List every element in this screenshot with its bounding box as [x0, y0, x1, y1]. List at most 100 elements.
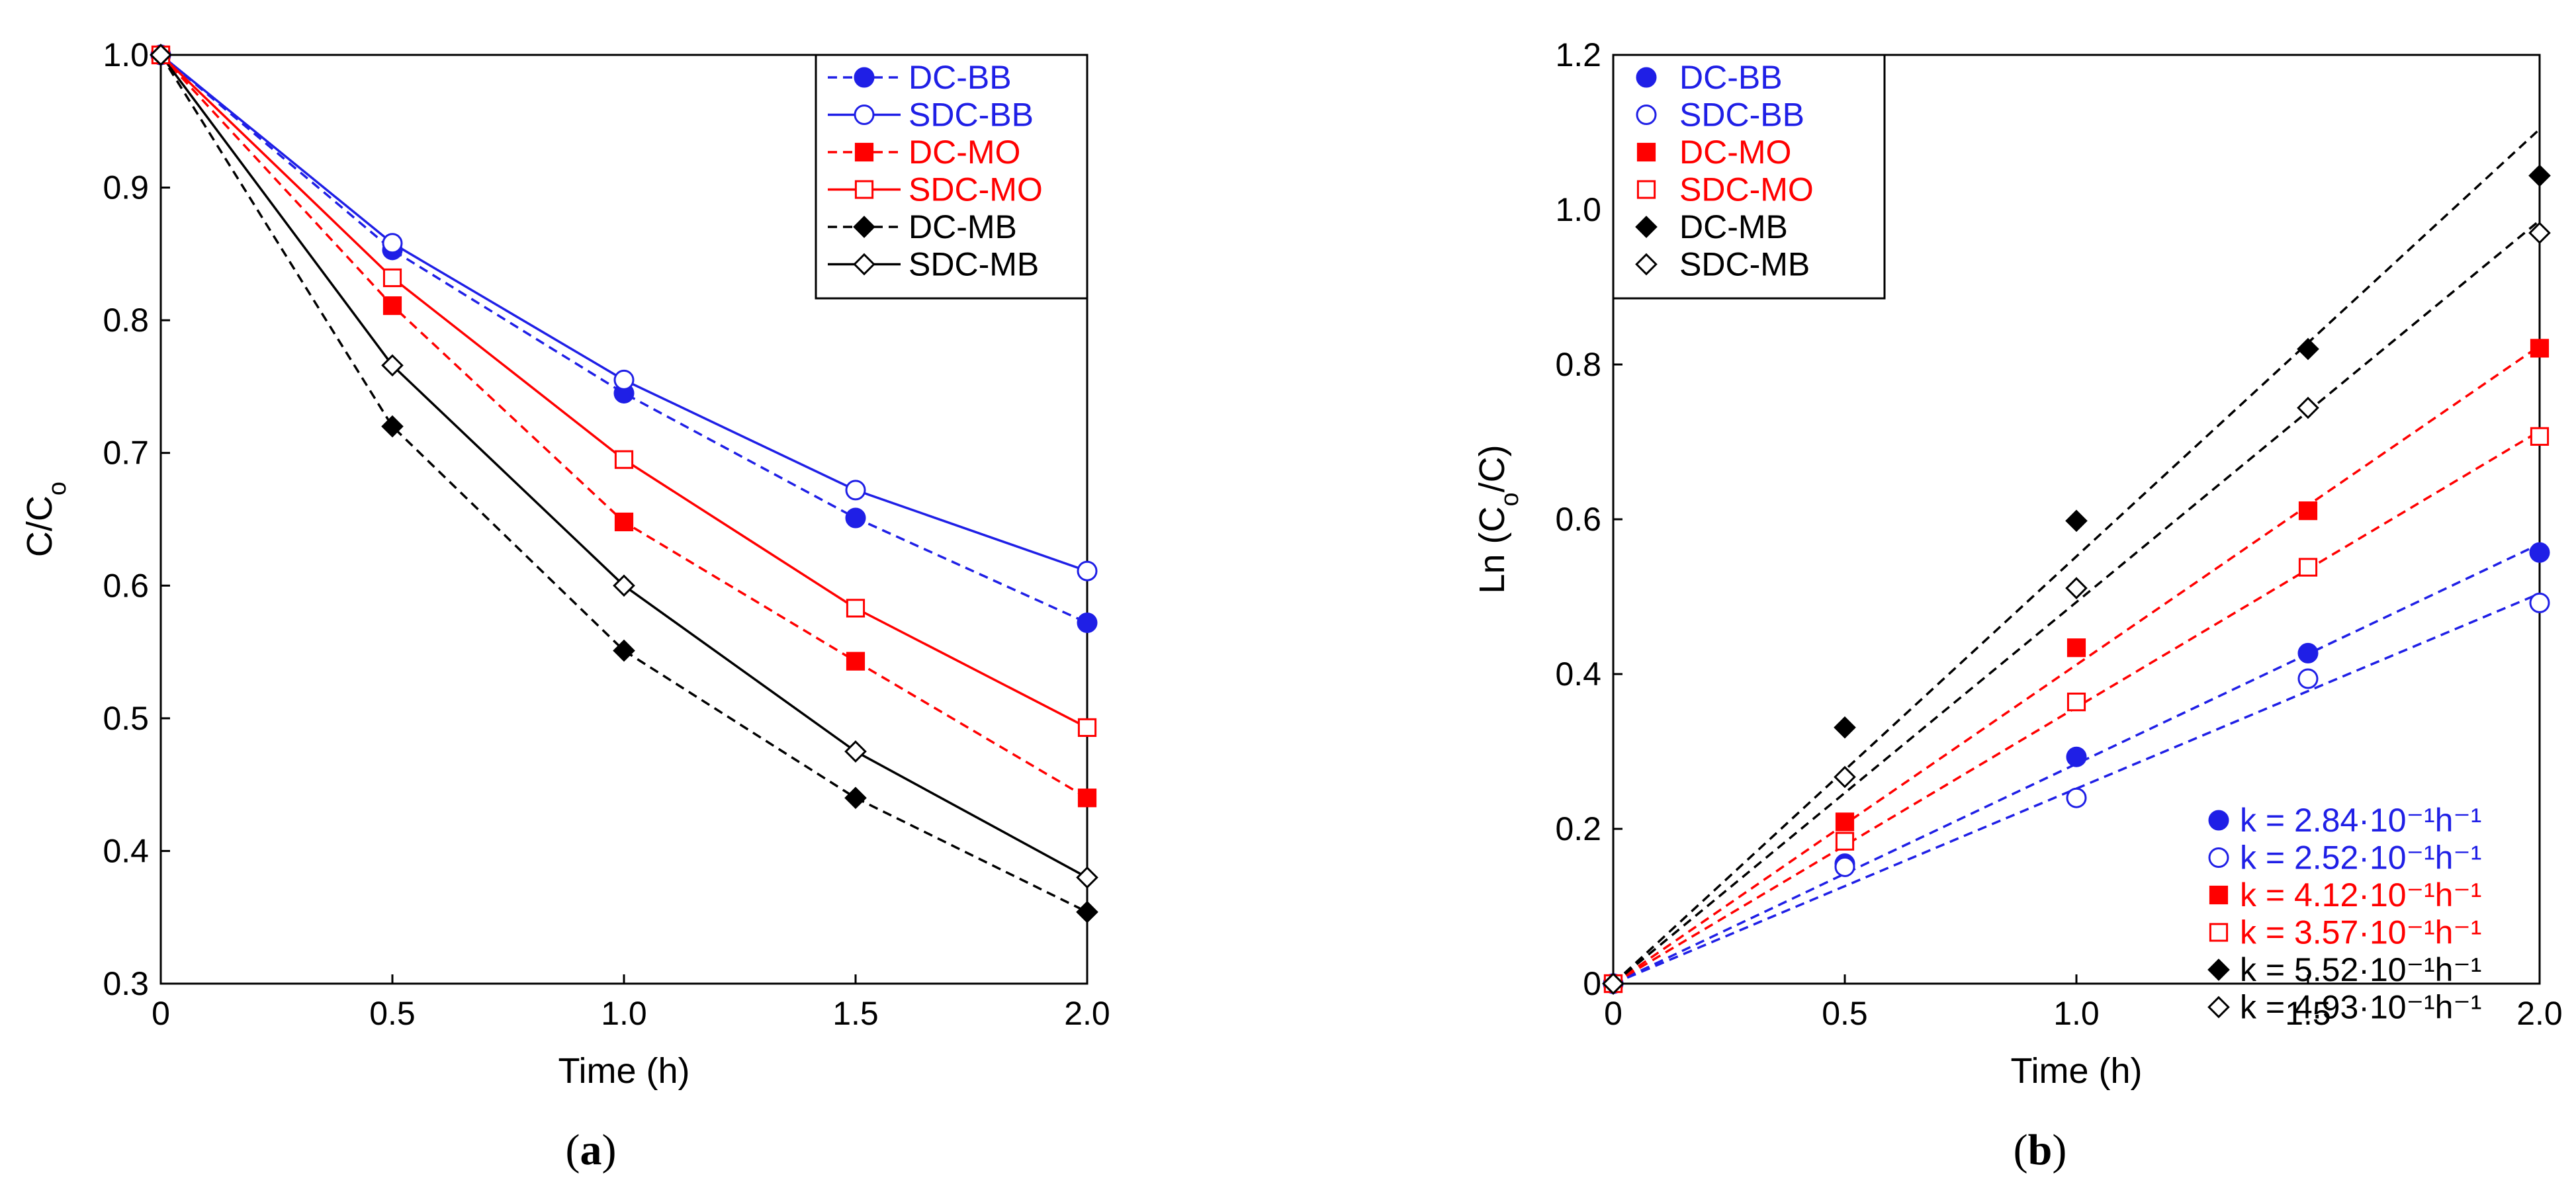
data-point-sdc-mo	[2066, 693, 2086, 712]
data-point-dc-mb	[381, 415, 404, 438]
data-point-sdc-bb	[382, 233, 403, 254]
y-tick-label: 0.7	[103, 435, 149, 472]
data-point-dc-mo	[846, 652, 866, 671]
y-tick-label: 0.9	[103, 169, 149, 206]
x-tick-label: 1.5	[2285, 995, 2331, 1032]
data-point-dc-mb	[2297, 337, 2319, 361]
legend-label-dc-mo: DC-MO	[909, 134, 1020, 171]
y-axis-label-sub: o	[44, 482, 71, 495]
x-tick-label: 0	[1604, 995, 1622, 1032]
data-point-sdc-mb	[613, 574, 635, 597]
data-point-dc-bb	[2297, 642, 2319, 663]
legend-label-dc-mo: DC-MO	[1679, 134, 1791, 171]
chart-panel-b: 0 0.5 1.0 1.5 2.0 0 0.2 0.4 0.6 0.8 1.0 1.2 Time (h)…	[1472, 36, 2563, 1174]
x-tick-label: 2.0	[1064, 995, 1110, 1032]
y-axis-label-main: C/C	[20, 495, 60, 557]
fit-line-dc-bb	[1613, 542, 2540, 985]
y-tick-label: 0.4	[1555, 656, 1601, 693]
panel-label-open: (	[2014, 1126, 2028, 1174]
x-tick-label: 1.5	[832, 995, 879, 1032]
data-point-sdc-mo	[2530, 427, 2550, 446]
x-tick-label: 0	[152, 995, 170, 1032]
legend-marker	[853, 216, 875, 238]
y-tick-label: 1.0	[103, 36, 149, 73]
fit-line-sdc-mb	[1612, 220, 2541, 985]
y-axis-label-tail: /C)	[1472, 445, 1512, 492]
data-point-sdc-bb	[613, 369, 635, 390]
data-point-sdc-bb	[1077, 560, 1098, 581]
chart-panel-a: 0 0.5 1.0 1.5 2.0 0.3 0.4 0.5 0.6 0.7 0.8 0.9 1.0 Tim…	[20, 36, 1110, 1174]
legend-marker	[854, 67, 875, 88]
legend-label-dc-mb: DC-MB	[1679, 208, 1788, 245]
legend-marker	[1635, 216, 1658, 238]
legend-marker	[854, 105, 875, 125]
y-axis-label: C/Co	[20, 482, 71, 557]
panel-label-letter: a	[580, 1126, 602, 1174]
data-point-sdc-mb	[2528, 222, 2551, 244]
rate-constant-label: k = 2.84·10⁻¹h⁻¹	[2240, 802, 2481, 839]
data-point-sdc-mb	[1076, 866, 1098, 889]
fit-line-dc-mb	[1612, 128, 2541, 985]
legend-label-sdc-mb: SDC-MB	[909, 246, 1039, 283]
data-point-dc-bb	[1077, 612, 1098, 633]
data-point-sdc-bb	[1834, 856, 1855, 877]
data-point-dc-mo	[2298, 501, 2318, 521]
data-point-sdc-mo	[614, 450, 634, 469]
y-tick-label: 1.2	[1555, 36, 1601, 73]
data-point-sdc-mo	[1835, 832, 1855, 851]
y-tick-label: 0.8	[103, 302, 149, 339]
data-point-sdc-bb	[2066, 787, 2087, 808]
data-point-dc-mb	[613, 639, 635, 662]
legend-box	[1612, 54, 1886, 300]
legend-marker	[1636, 105, 1657, 125]
data-point-dc-mo	[382, 296, 402, 316]
data-point-sdc-mb	[381, 354, 404, 377]
data-point-sdc-bb	[845, 480, 866, 501]
panel-label-close: )	[602, 1126, 617, 1174]
data-point-sdc-mo	[2298, 558, 2318, 577]
y-tick-label: 0.6	[103, 567, 149, 604]
y-tick-label: 0.3	[103, 965, 149, 1002]
rate-constant-label: k = 2.52·10⁻¹h⁻¹	[2240, 839, 2481, 876]
data-point-dc-mo	[614, 512, 634, 532]
annotation-marker	[2207, 959, 2230, 981]
data-point-sdc-mb	[2297, 396, 2319, 419]
rate-constant-label: k = 4.93·10⁻¹h⁻¹	[2240, 989, 2481, 1026]
legend-label-sdc-bb: SDC-BB	[1679, 97, 1804, 134]
legend-marker	[1636, 142, 1656, 162]
y-axis-label-sub: o	[1496, 492, 1524, 506]
legend-marker	[1635, 253, 1658, 276]
data-point-sdc-mb	[2065, 577, 2088, 599]
legend-marker	[1636, 180, 1656, 199]
data-point-dc-mo	[1077, 789, 1097, 808]
series-line-dc-bb	[159, 54, 1088, 624]
data-point-dc-bb	[2066, 746, 2087, 767]
series-line-dc-mb	[159, 54, 1088, 914]
y-tick-label: 0.5	[103, 700, 149, 737]
data-point-dc-mb	[2528, 164, 2551, 187]
panel-label: (a)	[566, 1126, 617, 1174]
legend-marker	[854, 142, 874, 162]
x-tick-label: 1.0	[601, 995, 647, 1032]
panel-label-open: (	[566, 1126, 580, 1174]
y-tick-label: 1.0	[1555, 191, 1601, 228]
panel-label-close: )	[2052, 1126, 2066, 1174]
data-point-sdc-mb	[1602, 972, 1624, 995]
y-tick-label: 0.8	[1555, 346, 1601, 383]
data-point-dc-mb	[1076, 900, 1098, 923]
panel-label: (b)	[2014, 1126, 2067, 1174]
y-tick-label: 0.2	[1555, 810, 1601, 847]
annotation-marker	[2209, 885, 2229, 905]
data-point-dc-mb	[844, 787, 867, 810]
data-point-dc-mo	[2066, 638, 2086, 658]
legend-label-dc-bb: DC-BB	[1679, 59, 1783, 96]
y-tick-label: 0	[1583, 965, 1601, 1002]
data-point-sdc-mo	[1077, 718, 1097, 737]
data-point-sdc-mo	[382, 268, 402, 288]
panel-label-letter: b	[2028, 1126, 2053, 1174]
data-point-dc-bb	[845, 507, 866, 529]
y-tick-label: 0.4	[103, 832, 149, 869]
x-axis-label: Time (h)	[2011, 1051, 2143, 1091]
